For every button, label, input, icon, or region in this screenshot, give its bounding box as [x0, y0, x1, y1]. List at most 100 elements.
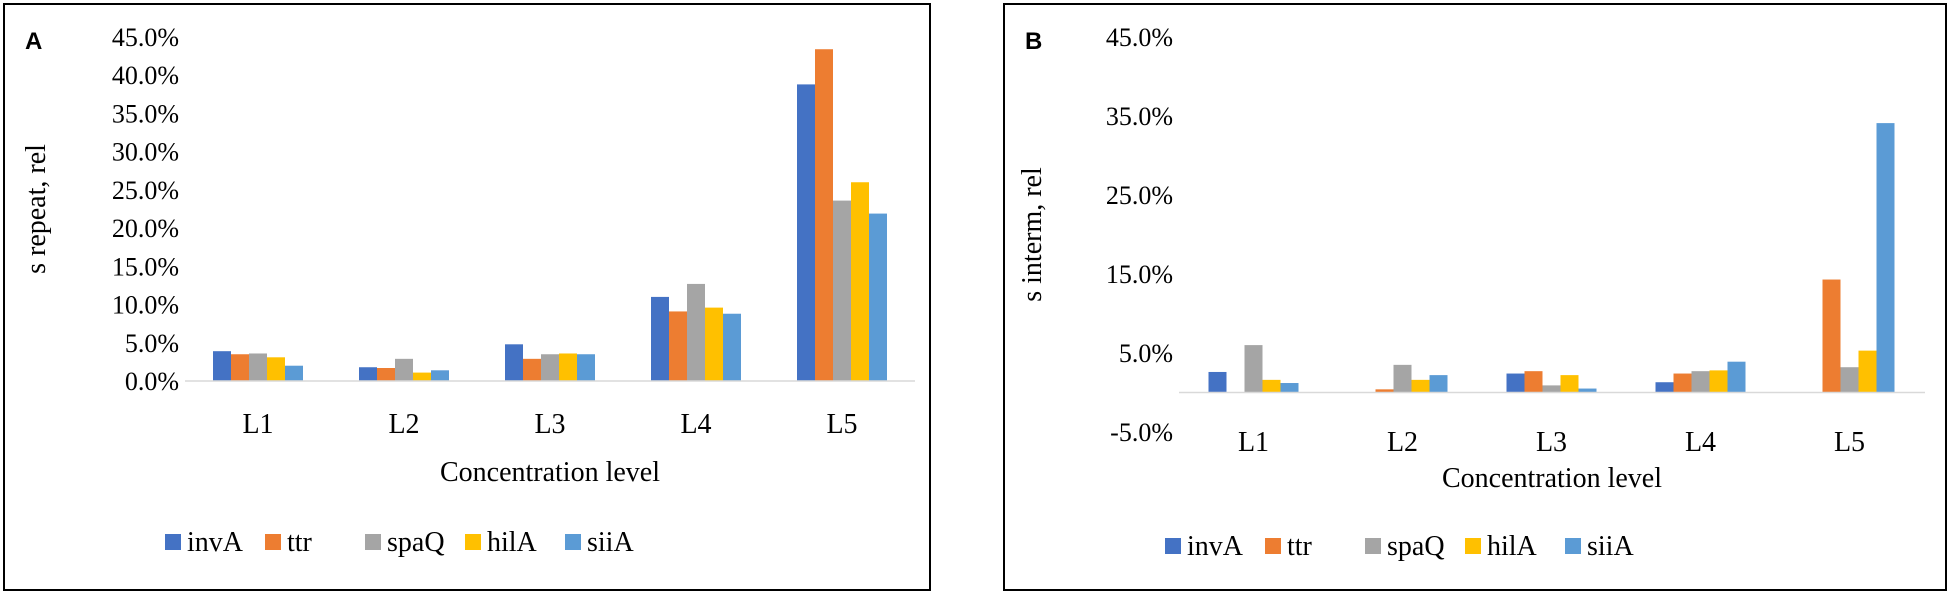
bar-hilA-L5 [851, 182, 869, 381]
bar-ttr-L3 [1524, 371, 1543, 393]
legend-swatch-siiA [565, 534, 581, 550]
y-tick-label: 35.0% [1106, 102, 1173, 131]
bar-invA-L4 [1655, 382, 1674, 393]
bar-spaQ-L3 [1542, 385, 1561, 393]
chart-b-svg: B -5.0% 5.0% 15.0% 25.0% 35.0% 45.0% s interm, … [1017, 23, 1925, 562]
x-category-label: L1 [1238, 427, 1269, 458]
y-tick-label: 0.0% [125, 367, 179, 396]
legend-label-hilA: hilA [1487, 531, 1538, 562]
bar-siiA-L1 [1280, 383, 1299, 393]
bar-hilA-L3 [1560, 375, 1579, 393]
y-tick-label: 30.0% [112, 138, 179, 167]
bar-spaQ-L4 [1691, 371, 1710, 393]
y-tick-label: 15.0% [112, 252, 179, 281]
panel-letter: A [25, 28, 42, 55]
bar-siiA-L5 [1876, 123, 1895, 393]
legend-swatch-siiA [1565, 538, 1581, 554]
legend-swatch-invA [165, 534, 181, 550]
legend-label-spaQ: spaQ [1387, 531, 1445, 562]
bar-siiA-L3 [577, 354, 595, 381]
panel-letter: B [1025, 28, 1042, 55]
bar-spaQ-L4 [687, 283, 705, 381]
x-category-label: L3 [534, 409, 565, 440]
chart-a-svg: A 0.0% 5.0% 10.0% 15.0% 20.0% 25.0% 30.0% 35.0% 4… [21, 23, 915, 558]
y-tick-label: -5.0% [1110, 418, 1173, 447]
y-tick-label: 25.0% [1106, 181, 1173, 210]
x-category-label: L5 [1834, 427, 1865, 458]
y-tick-label: 5.0% [1119, 339, 1173, 368]
legend-label-invA: invA [1187, 531, 1244, 562]
legend-label-siiA: siiA [1587, 531, 1634, 562]
bar-siiA-L4 [1727, 361, 1746, 393]
legend-label-ttr: ttr [287, 527, 313, 558]
bar-ttr-L5 [1822, 279, 1841, 393]
x-axis-label: Concentration level [1442, 463, 1662, 494]
bar-ttr-L5 [815, 49, 833, 381]
bar-siiA-L3 [1578, 388, 1597, 393]
bar-spaQ-L2 [395, 358, 413, 381]
bar-invA-L4 [651, 296, 669, 381]
legend-label-hilA: hilA [487, 527, 538, 558]
bar-siiA-L2 [1429, 375, 1448, 393]
bar-siiA-L4 [723, 313, 741, 381]
bar-invA-L3 [505, 344, 523, 381]
legend-swatch-spaQ [1365, 538, 1381, 554]
y-tick-label: 40.0% [112, 61, 179, 90]
x-category-label: L1 [242, 409, 273, 440]
bar-ttr-L2 [377, 368, 395, 381]
bar-invA-L1 [1208, 371, 1227, 393]
chart-panel-a: A 0.0% 5.0% 10.0% 15.0% 20.0% 25.0% 30.0% 35.0% 4… [3, 3, 931, 591]
y-tick-label: 20.0% [112, 214, 179, 243]
legend-label-siiA: siiA [587, 527, 634, 558]
y-tick-label: 5.0% [125, 329, 179, 358]
bar-ttr-L2 [1375, 389, 1394, 393]
legend-swatch-spaQ [365, 534, 381, 550]
x-category-label: L4 [1685, 427, 1716, 458]
y-tick-label: 10.0% [112, 291, 179, 320]
bar-hilA-L2 [1411, 379, 1430, 393]
bar-invA-L1 [213, 351, 231, 381]
legend-swatch-hilA [1465, 538, 1481, 554]
y-tick-label: 15.0% [1106, 260, 1173, 289]
bar-hilA-L1 [267, 357, 285, 381]
bar-hilA-L2 [413, 372, 431, 381]
bar-ttr-L4 [669, 311, 687, 381]
chart-panel-b: B -5.0% 5.0% 15.0% 25.0% 35.0% 45.0% s interm, … [1003, 3, 1947, 591]
bar-hilA-L3 [559, 353, 577, 381]
bar-ttr-L1 [231, 354, 249, 381]
bar-siiA-L1 [285, 365, 303, 381]
x-category-label: L2 [1387, 427, 1418, 458]
bar-invA-L5 [797, 84, 815, 381]
x-category-label: L4 [680, 409, 711, 440]
bar-hilA-L5 [1858, 350, 1877, 393]
bar-spaQ-L1 [249, 353, 267, 381]
bar-siiA-L5 [869, 213, 887, 381]
bar-spaQ-L5 [1840, 367, 1859, 393]
y-tick-label: 25.0% [112, 176, 179, 205]
x-axis-label: Concentration level [440, 457, 660, 488]
legend-swatch-invA [1165, 538, 1181, 554]
y-tick-label: 45.0% [1106, 23, 1173, 52]
bar-hilA-L4 [1709, 370, 1728, 393]
legend-label-invA: invA [187, 527, 244, 558]
bar-ttr-L4 [1673, 373, 1692, 393]
legend-swatch-ttr [265, 534, 281, 550]
x-category-label: L5 [826, 409, 857, 440]
y-axis-label: s interm, rel [1017, 167, 1048, 302]
bar-ttr-L3 [523, 358, 541, 381]
bar-hilA-L1 [1262, 379, 1281, 393]
legend-label-spaQ: spaQ [387, 527, 445, 558]
y-tick-label: 45.0% [112, 23, 179, 52]
legend-label-ttr: ttr [1287, 531, 1313, 562]
bar-invA-L3 [1506, 373, 1525, 393]
bar-invA-L2 [359, 367, 377, 381]
y-axis-label: s repeat, rel [21, 144, 52, 274]
y-tick-label: 35.0% [112, 99, 179, 128]
bar-hilA-L4 [705, 307, 723, 381]
bar-spaQ-L1 [1244, 345, 1263, 393]
legend-swatch-ttr [1265, 538, 1281, 554]
bar-spaQ-L2 [1393, 364, 1412, 393]
bar-siiA-L2 [431, 370, 449, 381]
x-category-label: L3 [1536, 427, 1567, 458]
legend-swatch-hilA [465, 534, 481, 550]
